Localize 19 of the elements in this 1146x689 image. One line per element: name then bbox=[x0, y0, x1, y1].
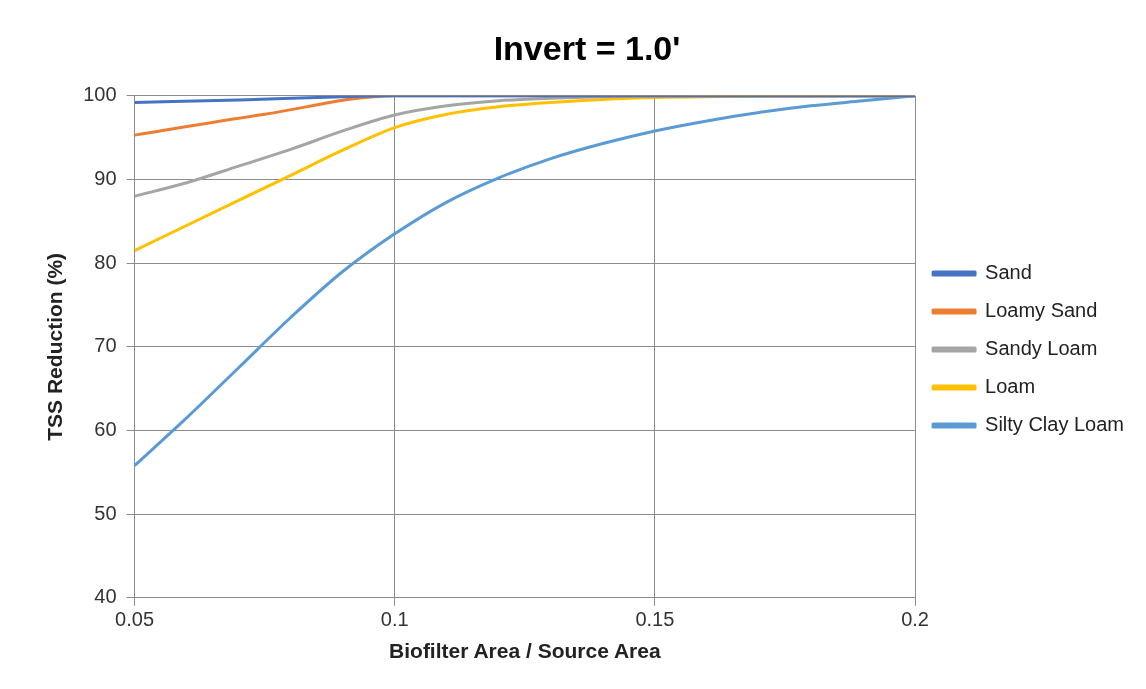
x-tick-label: 0.1 bbox=[380, 608, 409, 631]
legend-label: Loam bbox=[985, 375, 1036, 398]
x-axis-title: Biofilter Area / Source Area bbox=[389, 639, 661, 663]
y-tick-label: 50 bbox=[94, 501, 117, 524]
chart-title: Invert = 1.0' bbox=[493, 28, 681, 67]
x-tick-label: 0.05 bbox=[115, 608, 155, 631]
legend-label: Sand bbox=[985, 261, 1032, 284]
y-tick-label: 40 bbox=[94, 585, 117, 608]
y-tick-label: 60 bbox=[94, 417, 117, 440]
legend-label: Silty Clay Loam bbox=[985, 413, 1124, 436]
y-tick-label: 100 bbox=[83, 83, 117, 106]
y-tick-label: 80 bbox=[94, 250, 117, 273]
y-axis-title: TSS Reduction (%) bbox=[43, 252, 67, 441]
legend-label: Loamy Sand bbox=[985, 299, 1098, 322]
y-tick-label: 70 bbox=[94, 334, 117, 357]
x-tick-label: 0.15 bbox=[635, 608, 675, 631]
legend-label: Sandy Loam bbox=[985, 337, 1098, 360]
y-tick-label: 90 bbox=[94, 166, 117, 189]
x-tick-label: 0.2 bbox=[901, 608, 929, 631]
